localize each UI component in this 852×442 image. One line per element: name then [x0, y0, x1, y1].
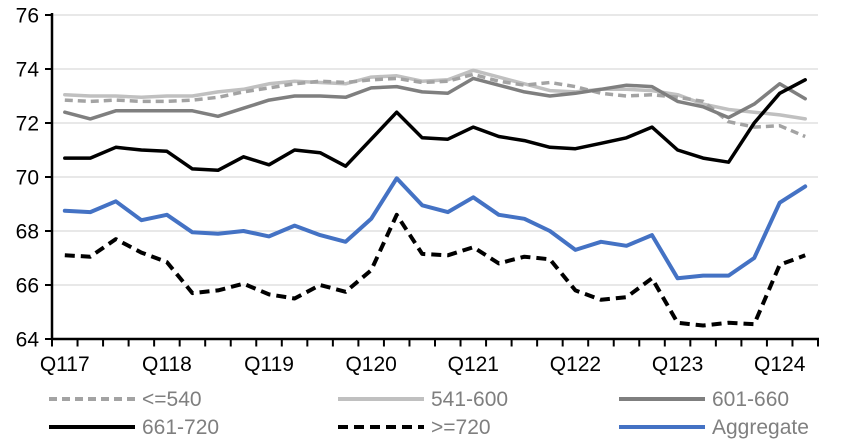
x-axis-label-Q123: Q123: [652, 353, 703, 376]
series-line-aggregate: [62, 176, 808, 281]
series-line-541-600: [63, 68, 807, 121]
y-axis-label-72: 72: [16, 113, 39, 136]
x-axis-label-Q121: Q121: [448, 353, 499, 376]
y-axis-label-68: 68: [16, 221, 39, 244]
y-axis-label-74: 74: [16, 59, 40, 82]
y-axis-label-66: 66: [16, 275, 39, 298]
series-line-540: [64, 72, 806, 139]
x-axis-label-Q118: Q118: [142, 353, 192, 376]
y-axis-label-76: 76: [16, 5, 39, 28]
y-axis-label-64: 64: [16, 329, 40, 352]
x-axis-label-Q124: Q124: [754, 353, 806, 376]
x-axis-label-Q117: Q117: [40, 353, 90, 376]
series-line-661-720: [63, 78, 807, 173]
series-line-720: [64, 212, 806, 328]
x-axis-label-Q120: Q120: [345, 353, 396, 376]
series-line-601-660: [63, 76, 807, 121]
y-axis-label-70: 70: [16, 167, 39, 190]
x-axis-label-Q119: Q119: [244, 353, 294, 376]
x-axis-label-Q122: Q122: [550, 353, 601, 376]
